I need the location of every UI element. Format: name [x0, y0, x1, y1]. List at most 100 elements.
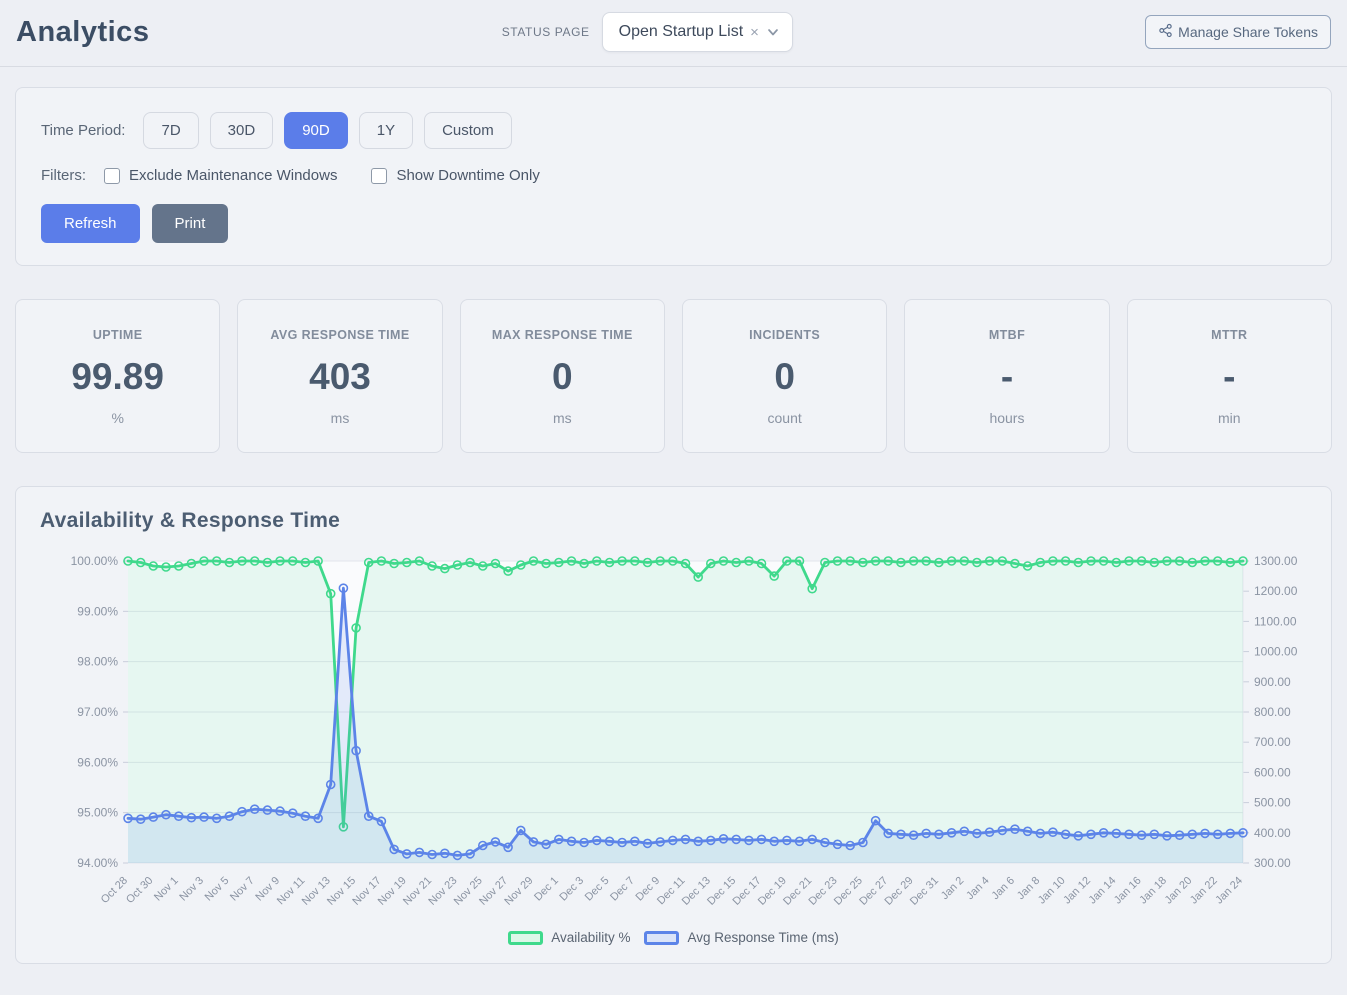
data-point[interactable]	[756, 834, 767, 845]
data-point[interactable]	[617, 556, 627, 566]
data-point[interactable]	[1149, 829, 1160, 840]
data-point[interactable]	[275, 556, 285, 566]
data-point[interactable]	[173, 811, 184, 822]
data-point[interactable]	[1010, 824, 1020, 835]
data-point[interactable]	[718, 833, 729, 844]
data-point[interactable]	[148, 812, 159, 822]
data-point[interactable]	[1225, 828, 1236, 839]
data-point[interactable]	[984, 827, 995, 838]
data-point[interactable]	[376, 556, 387, 566]
clear-selection-icon[interactable]: ×	[750, 23, 759, 41]
data-point[interactable]	[1174, 830, 1185, 841]
data-point[interactable]	[807, 583, 818, 594]
data-point[interactable]	[363, 811, 374, 822]
data-point[interactable]	[896, 829, 906, 840]
data-point[interactable]	[427, 849, 437, 860]
data-point[interactable]	[275, 806, 285, 816]
data-point[interactable]	[173, 561, 184, 571]
data-point[interactable]	[287, 808, 298, 819]
data-point[interactable]	[680, 558, 691, 569]
data-point[interactable]	[705, 558, 716, 569]
print-button[interactable]: Print	[151, 204, 229, 243]
data-point[interactable]	[1111, 828, 1122, 839]
data-point[interactable]	[604, 836, 615, 847]
data-point[interactable]	[731, 834, 742, 845]
data-point[interactable]	[363, 557, 374, 568]
data-point[interactable]	[541, 558, 551, 569]
data-point[interactable]	[376, 816, 387, 827]
data-point[interactable]	[477, 561, 488, 571]
data-point[interactable]	[629, 836, 640, 847]
data-point[interactable]	[667, 835, 678, 846]
data-point[interactable]	[1174, 556, 1185, 566]
availability-response-chart[interactable]: 94.00% 95.00% 96.00% 97.00% 98.00% 99.00% 100.…	[40, 547, 1305, 923]
data-point[interactable]	[427, 561, 437, 571]
data-point[interactable]	[1187, 557, 1198, 568]
status-page-select[interactable]: Open Startup List ×	[601, 12, 793, 52]
time-period-button-1y[interactable]: 1Y	[358, 112, 414, 149]
data-point[interactable]	[604, 557, 615, 568]
data-point[interactable]	[541, 839, 551, 850]
data-point[interactable]	[490, 558, 501, 569]
data-point[interactable]	[224, 811, 235, 822]
data-point[interactable]	[883, 556, 894, 566]
data-point[interactable]	[123, 556, 133, 566]
data-point[interactable]	[503, 842, 513, 853]
data-point[interactable]	[617, 837, 627, 848]
data-point[interactable]	[553, 557, 564, 568]
data-point[interactable]	[211, 813, 222, 824]
data-point[interactable]	[997, 825, 1008, 836]
data-point[interactable]	[769, 571, 780, 581]
data-point[interactable]	[591, 835, 602, 846]
data-point[interactable]	[1124, 829, 1134, 840]
data-point[interactable]	[832, 839, 843, 850]
data-point[interactable]	[528, 837, 539, 847]
data-point[interactable]	[566, 556, 577, 566]
data-point[interactable]	[262, 557, 273, 568]
data-point[interactable]	[1124, 556, 1134, 566]
data-point[interactable]	[1225, 557, 1236, 568]
data-point[interactable]	[262, 805, 273, 815]
data-point[interactable]	[389, 558, 399, 569]
data-point[interactable]	[161, 562, 171, 572]
data-point[interactable]	[794, 836, 805, 847]
data-point[interactable]	[1086, 556, 1096, 566]
data-point[interactable]	[744, 835, 754, 846]
data-point[interactable]	[946, 556, 957, 566]
data-point[interactable]	[908, 556, 919, 566]
data-point[interactable]	[465, 849, 475, 859]
filter-checkbox-item-1[interactable]: Show Downtime Only	[371, 167, 540, 184]
data-point[interactable]	[287, 556, 298, 566]
data-point[interactable]	[439, 563, 450, 574]
data-point[interactable]	[579, 558, 589, 569]
data-point[interactable]	[972, 557, 982, 568]
data-point[interactable]	[237, 806, 247, 817]
data-point[interactable]	[515, 560, 526, 570]
data-point[interactable]	[414, 847, 425, 858]
data-point[interactable]	[224, 557, 235, 568]
data-point[interactable]	[439, 848, 450, 859]
data-point[interactable]	[693, 572, 704, 582]
data-point[interactable]	[199, 812, 209, 822]
data-point[interactable]	[123, 813, 133, 824]
data-point[interactable]	[946, 827, 957, 838]
checkbox-icon[interactable]	[104, 167, 120, 184]
data-point[interactable]	[465, 557, 475, 568]
data-point[interactable]	[1010, 558, 1020, 569]
data-point[interactable]	[845, 556, 856, 566]
data-point[interactable]	[870, 556, 881, 566]
data-point[interactable]	[300, 811, 311, 822]
data-point[interactable]	[1098, 556, 1109, 566]
data-point[interactable]	[1200, 556, 1210, 566]
data-point[interactable]	[718, 556, 729, 566]
data-point[interactable]	[655, 556, 666, 566]
data-point[interactable]	[858, 837, 868, 848]
data-point[interactable]	[794, 556, 805, 566]
data-point[interactable]	[300, 557, 311, 568]
data-point[interactable]	[313, 813, 323, 824]
data-point[interactable]	[1162, 556, 1172, 566]
data-point[interactable]	[325, 588, 336, 599]
data-point[interactable]	[1200, 828, 1210, 839]
filter-checkbox-item-0[interactable]: Exclude Maintenance Windows	[104, 167, 337, 184]
data-point[interactable]	[984, 556, 995, 566]
